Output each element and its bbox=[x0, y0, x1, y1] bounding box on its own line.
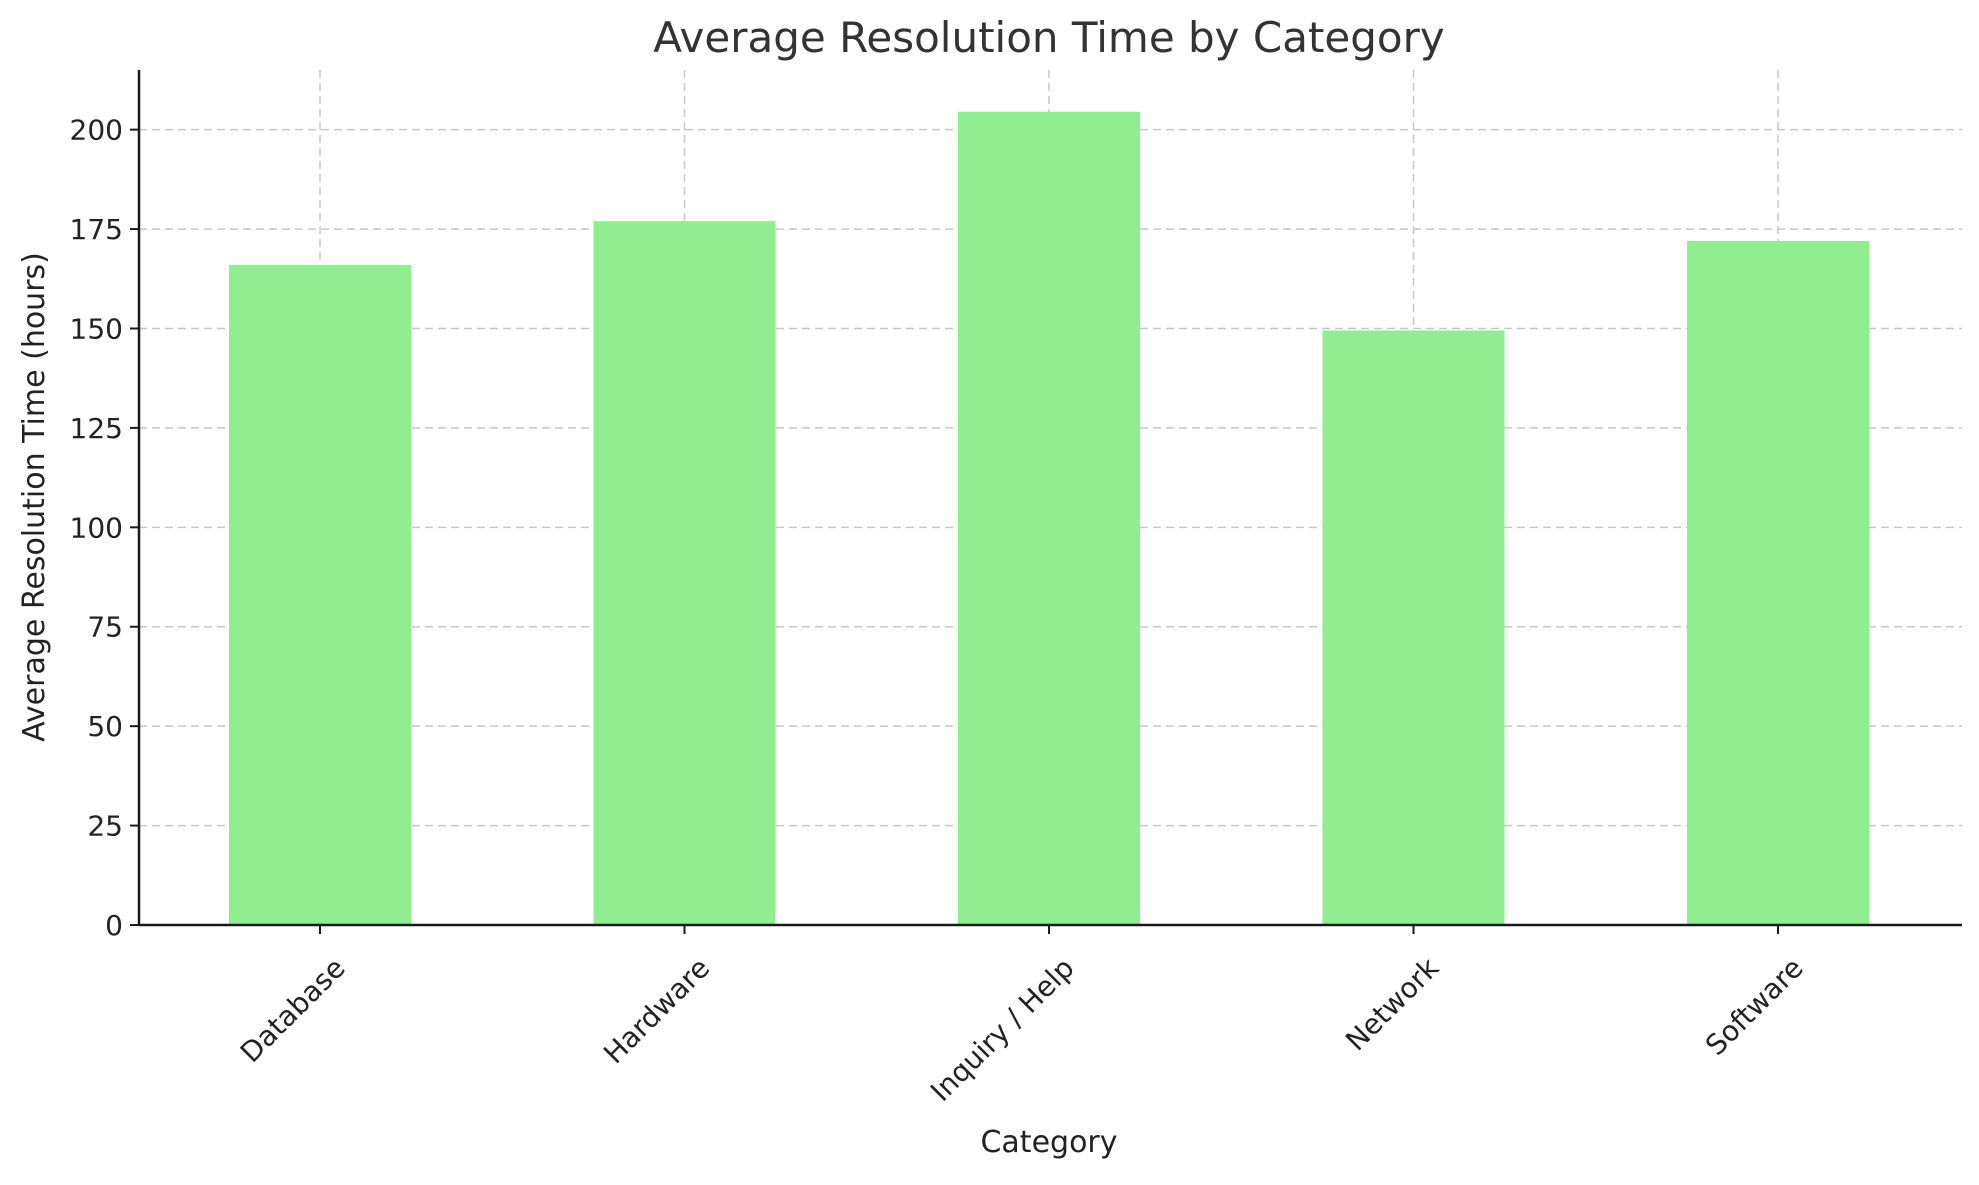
y-tick-label: 50 bbox=[87, 710, 123, 743]
bar-database bbox=[229, 264, 411, 925]
y-tick-label: 125 bbox=[70, 412, 123, 445]
x-tick-label: Database bbox=[234, 951, 352, 1069]
y-axis-label: Average Resolution Time (hours) bbox=[17, 252, 52, 742]
y-tick-label: 25 bbox=[87, 810, 123, 843]
x-tick-label: Software bbox=[1699, 951, 1810, 1062]
bar-software bbox=[1687, 241, 1869, 925]
y-tick-label: 150 bbox=[70, 312, 123, 345]
y-tick-label: 200 bbox=[70, 114, 123, 147]
x-tick-label: Network bbox=[1339, 951, 1446, 1058]
chart-title: Average Resolution Time by Category bbox=[653, 13, 1444, 62]
x-tick-label: Hardware bbox=[597, 951, 716, 1070]
x-ticks: Database Hardware Inquiry / Help Network Sof… bbox=[234, 925, 1810, 1108]
bar-network bbox=[1322, 330, 1505, 925]
bar-inquiry-help bbox=[958, 111, 1140, 926]
axes bbox=[137, 70, 1962, 927]
y-tick-label: 100 bbox=[70, 511, 123, 544]
y-tick-label: 0 bbox=[105, 909, 123, 942]
bar-hardware bbox=[593, 221, 776, 925]
x-tick-label: Inquiry / Help bbox=[924, 951, 1081, 1108]
y-ticks: 0 25 50 75 100 125 150 175 200 bbox=[70, 114, 139, 942]
bars bbox=[229, 111, 1869, 926]
y-tick-label: 175 bbox=[70, 213, 123, 246]
x-axis-label: Category bbox=[980, 1125, 1117, 1160]
y-tick-label: 75 bbox=[87, 611, 123, 644]
